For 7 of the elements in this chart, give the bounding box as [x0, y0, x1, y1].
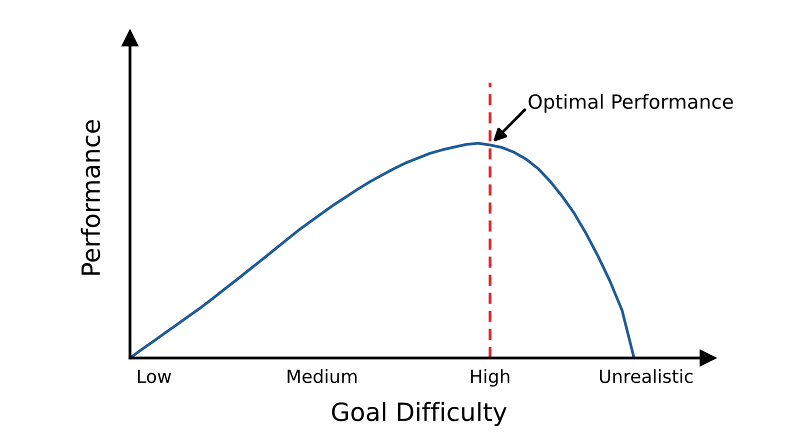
x-tick-label: Unrealistic	[600, 369, 693, 384]
x-tick-label: Low	[138, 370, 172, 384]
y-axis-title: Performance	[80, 120, 100, 275]
annotation: Optimal Performance	[528, 94, 733, 113]
x-tick-label: High	[471, 369, 510, 387]
x-axis-title: Goal Difficulty	[332, 402, 507, 426]
x-tick-label: Medium	[288, 369, 357, 384]
